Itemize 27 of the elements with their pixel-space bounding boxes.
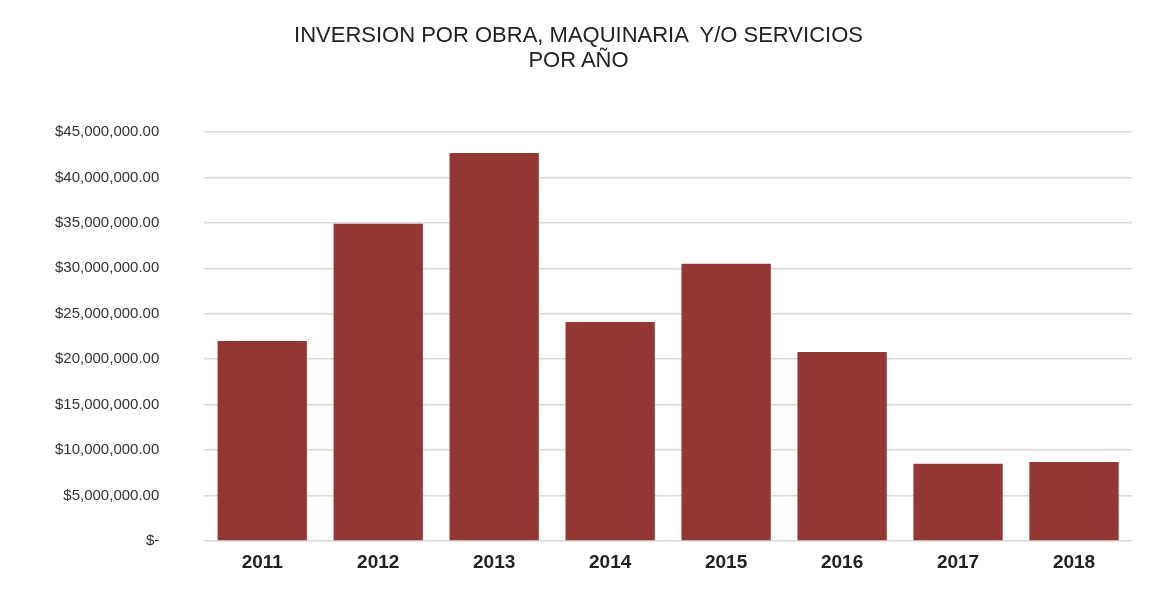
x-tick-label: 2013	[473, 550, 516, 572]
y-tick-label: $5,000,000.00	[63, 485, 160, 503]
x-tick-label: 2012	[357, 550, 400, 572]
bar	[913, 463, 1003, 541]
bar	[1029, 461, 1119, 541]
x-tick-label: 2014	[589, 550, 632, 572]
x-tick-label: 2011	[241, 550, 284, 572]
bar	[333, 223, 423, 541]
y-tick-label: $10,000,000.00	[54, 440, 160, 458]
y-tick-label: $-	[145, 531, 160, 549]
x-tick-label: 2015	[704, 550, 748, 572]
bar	[217, 341, 307, 541]
bar	[565, 321, 655, 541]
chart-title: INVERSION POR OBRA, MAQUINARIA Y/O SERVICIOS POR AÑO	[293, 22, 864, 72]
bar	[449, 152, 539, 541]
x-tick-label: 2016	[820, 550, 864, 572]
x-tick-label: 2018	[1052, 550, 1096, 572]
bar	[681, 263, 771, 541]
y-tick-label: $35,000,000.00	[54, 213, 160, 231]
y-tick-label: $15,000,000.00	[54, 394, 160, 412]
y-tick-label: $30,000,000.00	[54, 258, 160, 276]
y-tick-label: $25,000,000.00	[54, 303, 160, 321]
y-tick-label: $20,000,000.00	[54, 349, 160, 367]
y-tick-label: $45,000,000.00	[54, 122, 160, 140]
x-tick-label: 2017	[936, 550, 980, 572]
bar	[797, 351, 887, 541]
y-tick-label: $40,000,000.00	[54, 167, 160, 185]
